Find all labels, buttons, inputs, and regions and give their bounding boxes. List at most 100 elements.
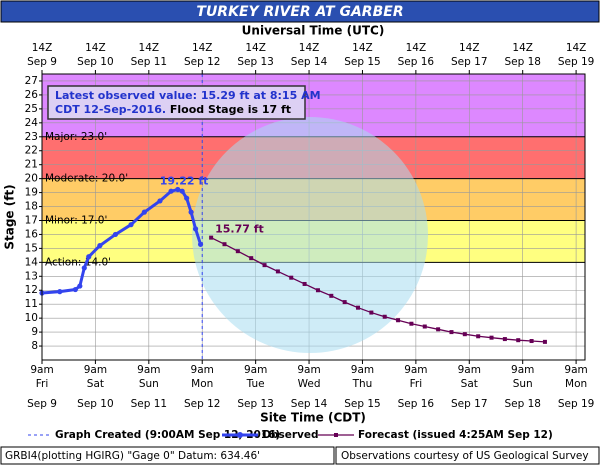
forecast-point xyxy=(422,324,427,329)
forecast-point xyxy=(222,242,227,247)
forecast-point xyxy=(356,305,361,310)
footer-text: Observations courtesy of US Geological S… xyxy=(341,450,589,462)
forecast-point xyxy=(542,339,547,344)
info-line: Latest observed value: 15.29 ft at 8:15 … xyxy=(55,89,321,102)
x-tick-label: 9am xyxy=(458,364,481,376)
y-tick-label: 10 xyxy=(25,312,38,324)
forecast-point xyxy=(396,318,401,323)
forecast-point xyxy=(275,269,280,274)
y-tick-label: 8 xyxy=(31,340,38,352)
x2-tick-label: Sep 13 xyxy=(237,56,274,68)
observed-point xyxy=(112,231,119,238)
x-tick-label: 9am xyxy=(84,364,107,376)
x2-tick-label: 14Z xyxy=(139,42,160,54)
y-tick-label: 18 xyxy=(25,201,38,213)
x-tick-label: Sep 18 xyxy=(504,398,541,410)
x-tick-label: Sep 15 xyxy=(344,398,381,410)
forecast-point xyxy=(369,310,374,315)
forecast-point xyxy=(462,332,467,337)
x-tick-label: Sep 12 xyxy=(184,398,221,410)
x-tick-label: Sat xyxy=(87,378,104,390)
observed-point xyxy=(77,283,83,289)
y-tick-label: 21 xyxy=(25,159,38,171)
x2-tick-label: Sep 15 xyxy=(344,56,381,68)
x2-tick-label: 14Z xyxy=(192,42,213,54)
legend-label: Observed xyxy=(262,429,318,441)
x-tick-label: Fri xyxy=(410,378,423,390)
x2-tick-label: 14Z xyxy=(406,42,427,54)
forecast-point xyxy=(529,339,534,344)
footer-box xyxy=(335,446,600,465)
forecast-point xyxy=(409,321,414,326)
forecast-point xyxy=(516,338,521,343)
flood-label: Action: 14.0' xyxy=(45,256,111,268)
watermark xyxy=(192,117,428,353)
flood-label: Minor: 17.0' xyxy=(45,214,107,226)
plot-border xyxy=(41,73,586,361)
x-tick-label: Wed xyxy=(298,378,321,390)
observed-point xyxy=(97,243,103,249)
x2-tick-label: 14Z xyxy=(299,42,320,54)
series-line xyxy=(210,237,545,343)
y-tick-label: 14 xyxy=(25,256,39,268)
x-tick-label: 9am xyxy=(297,364,320,376)
forecast-point xyxy=(436,327,441,332)
x2-tick-label: Sep 10 xyxy=(77,56,114,68)
value-label: 19.22 ft xyxy=(160,175,209,188)
y-tick-label: 25 xyxy=(25,103,38,115)
x2-tick-label: Sep 18 xyxy=(504,56,541,68)
x-tick-label: Sep 17 xyxy=(451,398,488,410)
flood-label: Major: 23.0' xyxy=(45,131,107,143)
x2-axis-title: Universal Time (UTC) xyxy=(242,24,385,38)
x-tick-label: 9am xyxy=(30,364,53,376)
y-tick-label: 23 xyxy=(25,131,38,143)
title-bar xyxy=(0,0,600,23)
x-tick-label: 9am xyxy=(137,364,160,376)
y-tick-label: 27 xyxy=(25,75,38,87)
forecast-point xyxy=(249,256,254,261)
flood-label: Moderate: 20.0' xyxy=(45,173,128,185)
x-axis-title: Site Time (CDT) xyxy=(260,411,366,425)
observed-point xyxy=(168,188,174,194)
y-tick-label: 15 xyxy=(25,242,38,254)
forecast-point xyxy=(502,337,507,342)
x-tick-label: Mon xyxy=(565,378,587,390)
y-tick-label: 26 xyxy=(25,89,39,101)
y-tick-label: 20 xyxy=(25,173,38,185)
observed-point xyxy=(184,195,190,201)
forecast-point xyxy=(209,235,214,240)
info-line: CDT 12-Sep-2016. Flood Stage is 17 ft xyxy=(55,103,291,116)
y-tick-label: 24 xyxy=(25,117,39,129)
x2-tick-label: Sep 19 xyxy=(558,56,595,68)
y-tick-label: 22 xyxy=(25,145,38,157)
x-tick-label: Sep 14 xyxy=(291,398,328,410)
x2-tick-label: 14Z xyxy=(512,42,533,54)
observed-point xyxy=(179,188,185,194)
forecast-point xyxy=(489,335,494,340)
x-tick-label: Sep 10 xyxy=(77,398,114,410)
forecast-point xyxy=(449,330,454,335)
x-tick-label: Sun xyxy=(513,378,533,390)
observed-point xyxy=(57,289,63,295)
forecast-point xyxy=(342,300,347,305)
observed-point xyxy=(188,209,194,215)
x2-tick-label: Sep 9 xyxy=(27,56,57,68)
legend-label: Forecast (issued 4:25AM Sep 12) xyxy=(358,429,553,441)
y-axis-title: Stage (ft) xyxy=(3,184,17,249)
x-tick-label: Sep 19 xyxy=(558,398,595,410)
observed-point xyxy=(175,186,181,193)
x-tick-label: 9am xyxy=(244,364,267,376)
forecast-point xyxy=(302,281,307,286)
x-tick-label: 9am xyxy=(404,364,427,376)
x-tick-label: 9am xyxy=(351,364,374,376)
x2-tick-label: 14Z xyxy=(245,42,266,54)
legend-marker xyxy=(334,433,338,437)
info-box xyxy=(47,85,306,120)
x2-tick-label: Sep 11 xyxy=(131,56,168,68)
forecast-point xyxy=(289,275,294,280)
x2-tick-label: Sep 14 xyxy=(291,56,328,68)
observed-point xyxy=(197,241,204,247)
legend-label: Graph Created (9:00AM Sep 12, 2016) xyxy=(55,429,280,441)
footer-box xyxy=(0,446,335,465)
